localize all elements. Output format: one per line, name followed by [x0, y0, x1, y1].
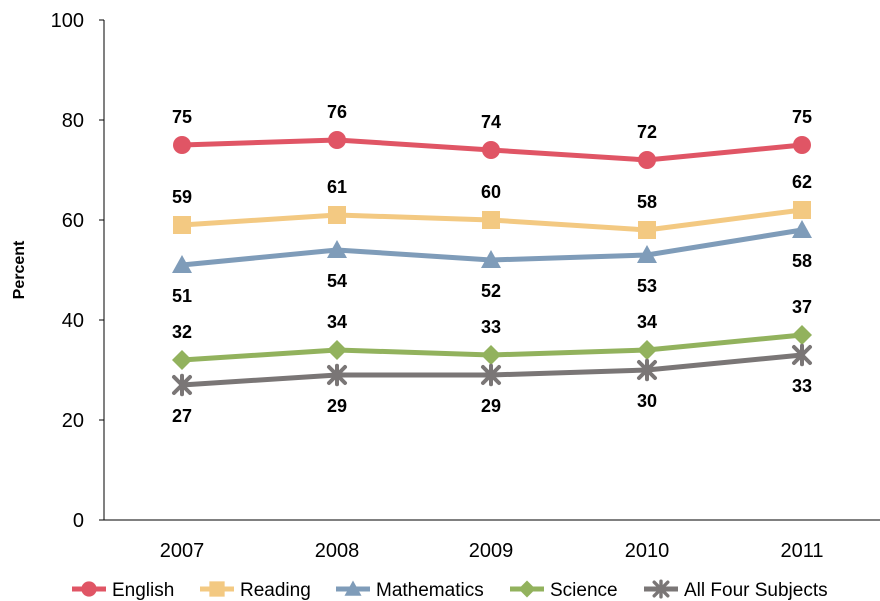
y-tick-label: 40	[62, 310, 84, 332]
data-point	[481, 250, 501, 268]
data-label: 72	[637, 122, 657, 142]
legend-label: Science	[550, 580, 618, 601]
data-label: 29	[481, 396, 501, 416]
legend-item: Science	[510, 580, 618, 601]
data-label: 33	[481, 317, 501, 337]
legend-item: Reading	[200, 580, 311, 601]
series-markers	[172, 131, 812, 397]
data-label: 62	[792, 172, 812, 192]
data-point	[793, 136, 811, 154]
legend: English Reading Mathematics Science All Four…	[72, 579, 828, 601]
data-label: 76	[327, 102, 347, 122]
data-label: 30	[637, 391, 657, 411]
data-label: 34	[637, 312, 657, 332]
data-point	[173, 136, 191, 154]
data-label: 60	[481, 182, 501, 202]
data-point	[481, 363, 501, 387]
x-tick-label: 2007	[160, 540, 205, 562]
x-tick-labels: 2007 2008 2009 2010 2011	[160, 540, 824, 562]
data-point	[792, 325, 812, 345]
y-tick-label: 60	[62, 210, 84, 232]
data-point	[638, 151, 656, 169]
x-tick-label: 2008	[315, 540, 360, 562]
y-tick-label: 100	[51, 10, 84, 32]
data-point	[637, 358, 657, 382]
data-label: 53	[637, 276, 657, 296]
data-point	[637, 245, 657, 263]
data-point	[793, 201, 811, 219]
data-label: 61	[327, 177, 347, 197]
legend-label: English	[112, 580, 174, 601]
legend-label: Reading	[240, 580, 311, 601]
legend-item: Mathematics	[336, 580, 484, 601]
data-point	[172, 350, 192, 370]
data-label: 59	[172, 187, 192, 207]
legend-item: All Four Subjects	[644, 579, 828, 601]
data-point	[328, 206, 346, 224]
data-point	[173, 216, 191, 234]
data-label: 51	[172, 286, 192, 306]
data-point	[482, 211, 500, 229]
legend-label: All Four Subjects	[684, 580, 828, 601]
y-tick-label: 80	[62, 110, 84, 132]
data-point	[481, 345, 501, 365]
y-tick-label: 20	[62, 410, 84, 432]
data-label: 32	[172, 322, 192, 342]
legend-marker	[652, 579, 670, 599]
data-point	[638, 221, 656, 239]
data-point	[482, 141, 500, 159]
data-label: 54	[327, 271, 347, 291]
legend-marker	[344, 580, 362, 596]
data-point	[172, 255, 192, 273]
legend-marker	[209, 581, 225, 597]
data-label: 34	[327, 312, 347, 332]
data-label: 58	[792, 251, 812, 271]
data-label: 29	[327, 396, 347, 416]
data-label: 33	[792, 376, 812, 396]
data-point	[792, 220, 812, 238]
y-axis-title: Percent	[11, 240, 28, 299]
y-tick-labels: 0 20 40 60 80 100	[51, 10, 84, 532]
data-point	[328, 131, 346, 149]
legend-marker	[518, 580, 536, 598]
data-point	[327, 363, 347, 387]
data-point	[637, 340, 657, 360]
data-point	[172, 373, 192, 397]
data-label: 74	[481, 112, 501, 132]
data-label: 27	[172, 406, 192, 426]
data-label: 37	[792, 297, 812, 317]
data-point	[327, 240, 347, 258]
data-label: 75	[172, 107, 192, 127]
y-tick-label: 0	[73, 510, 84, 532]
x-tick-label: 2009	[469, 540, 514, 562]
data-point	[327, 340, 347, 360]
legend-item: English	[72, 580, 174, 601]
data-label: 58	[637, 192, 657, 212]
data-label: 52	[481, 281, 501, 301]
data-label: 75	[792, 107, 812, 127]
legend-marker	[81, 581, 97, 597]
x-tick-label: 2010	[625, 540, 670, 562]
data-point	[792, 343, 812, 367]
axes	[99, 19, 880, 521]
legend-label: Mathematics	[376, 580, 484, 601]
x-tick-label: 2011	[780, 540, 823, 562]
data-labels: 75 76 74 72 75 59 61 60 58 62 51 54 52 53 58 32 34 33 34 37…	[172, 102, 812, 426]
